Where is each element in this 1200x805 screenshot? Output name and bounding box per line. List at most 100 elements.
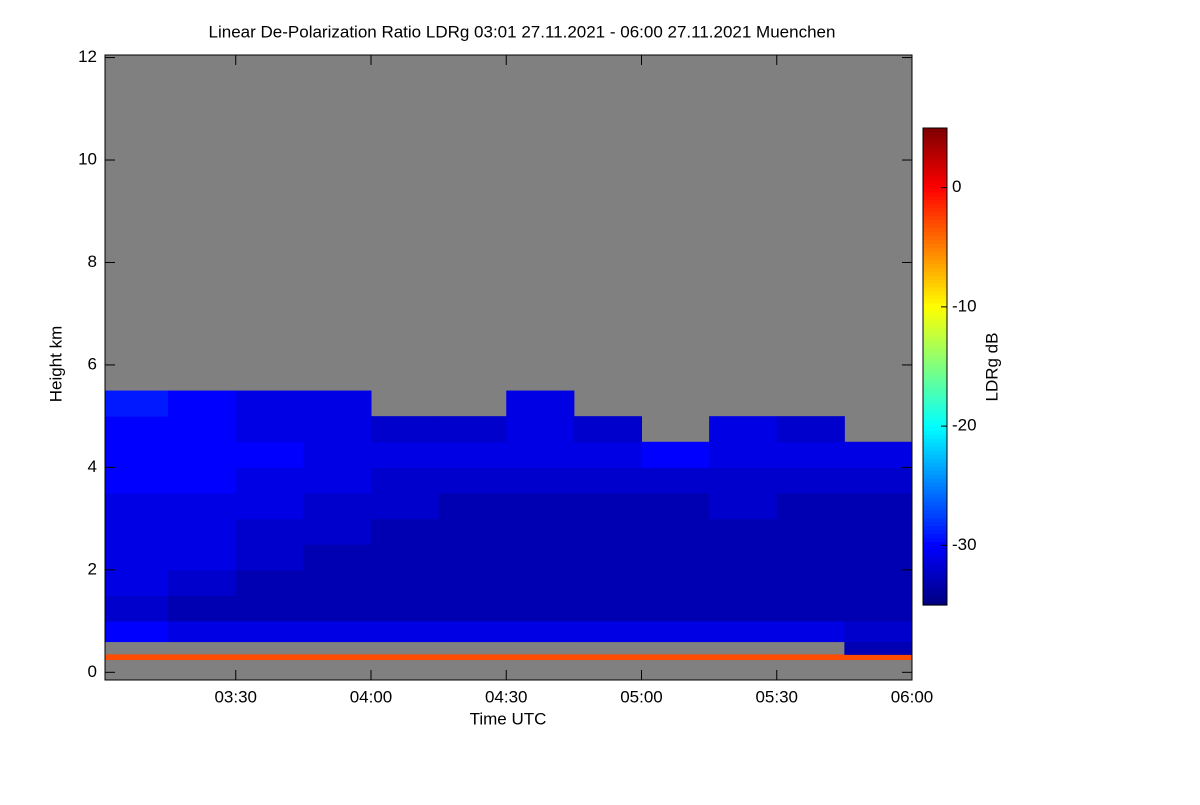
colorbar-segment [923,314,947,320]
heatmap-cell [105,544,169,571]
heatmap-cell [235,544,304,571]
heatmap-cell [235,595,304,622]
y-tick-label: 12 [78,47,97,66]
colorbar-segment [923,378,947,383]
colorbar-segment [923,310,947,316]
colorbar-segment [923,215,947,221]
colorbar-segment [923,279,947,284]
colorbar-segment [923,131,947,137]
heatmap-cell [105,467,169,494]
colorbar-segment [923,465,947,471]
heatmap-cell [506,467,575,494]
heatmap-cell [438,441,507,468]
colorbar-segment [923,135,947,141]
heatmap-cell [641,595,710,622]
colorbar-segment [923,525,947,531]
heatmap-cell [370,416,440,443]
heatmap-cell [168,416,237,443]
colorbar-segment [923,561,947,566]
colorbar-segment [923,203,947,209]
heatmap-cell [438,621,507,643]
y-tick-label: 4 [88,457,97,476]
colorbar-segment [923,211,947,217]
colorbar-segment [923,223,947,228]
heatmap-cell [573,544,642,571]
colorbar-segment [923,569,947,574]
heatmap-cell [844,467,913,494]
heatmap-cell [844,569,913,596]
colorbar-segment [923,271,947,276]
y-tick-label: 2 [88,559,97,578]
colorbar-segment [923,402,947,407]
x-tick-label: 04:30 [485,687,528,706]
colorbar-segment [923,501,947,507]
colorbar-segment [923,430,947,435]
colorbar-segment [923,267,947,272]
colorbar-segment [923,493,947,499]
heatmap-cell [844,518,913,545]
colorbar-segment [923,434,947,439]
colorbar-segment [923,426,947,431]
heatmap-cell [303,416,372,443]
colorbar-segment [923,195,947,201]
colorbar-segment [923,143,947,149]
heatmap-cell [303,569,372,596]
y-tick-label: 8 [88,252,97,271]
heatmap-cell [844,544,913,571]
heatmap-cell [303,441,372,468]
heatmap-cell [641,569,710,596]
heatmap-cell [573,467,642,494]
heatmap-cell [370,441,440,468]
heatmap-cell [776,416,845,443]
heatmap-cell [168,441,237,468]
heatmap-cell [168,467,237,494]
heatmap-cell [844,595,913,622]
colorbar-segment [923,553,947,558]
heatmap-cell [370,621,440,643]
heatmap-cell [573,621,642,643]
colorbar-segment [923,235,947,240]
colorbar-segment [923,517,947,523]
colorbar-segment [923,171,947,177]
colorbar-segment [923,589,947,594]
colorbar-segment [923,334,947,340]
heatmap-cell [844,493,913,520]
colorbar-segment [923,414,947,419]
colorbar-segment [923,601,947,606]
heatmap-cell [506,416,575,443]
heatmap-cell [303,518,372,545]
heatmap-cell [641,441,710,468]
heatmap-cell [709,518,778,545]
colorbar-segment [923,481,947,487]
heatmap-cell [438,467,507,494]
heatmap-cell [105,595,169,622]
x-axis-label: Time UTC [470,709,547,728]
colorbar-segment [923,422,947,427]
colorbar-segment [923,263,947,268]
colorbar-segment [923,473,947,479]
colorbar-segment [923,159,947,165]
colorbar-segment [923,545,947,550]
heatmap-cell [776,595,845,622]
heatmap-cell [573,441,642,468]
colorbar-segment [923,342,947,348]
heatmap-cell [168,390,237,417]
colorbar-segment [923,382,947,387]
heatmap-cell [709,595,778,622]
colorbar-segment [923,322,947,328]
heatmap-cell [370,544,440,571]
colorbar-segment [923,521,947,527]
heatmap-cell [641,493,710,520]
colorbar-segment [923,358,947,364]
heatmap-cell [506,544,575,571]
heatmap-cell [235,390,304,417]
heatmap-cell [776,544,845,571]
heatmap-cell [776,654,845,661]
colorbar-segment [923,386,947,391]
colorbar-segment [923,442,947,447]
colorbar-tick-label: -30 [952,535,977,554]
colorbar-segment [923,533,947,539]
colorbar-segment [923,581,947,586]
colorbar-segment [923,354,947,360]
colorbar-segment [923,187,947,193]
